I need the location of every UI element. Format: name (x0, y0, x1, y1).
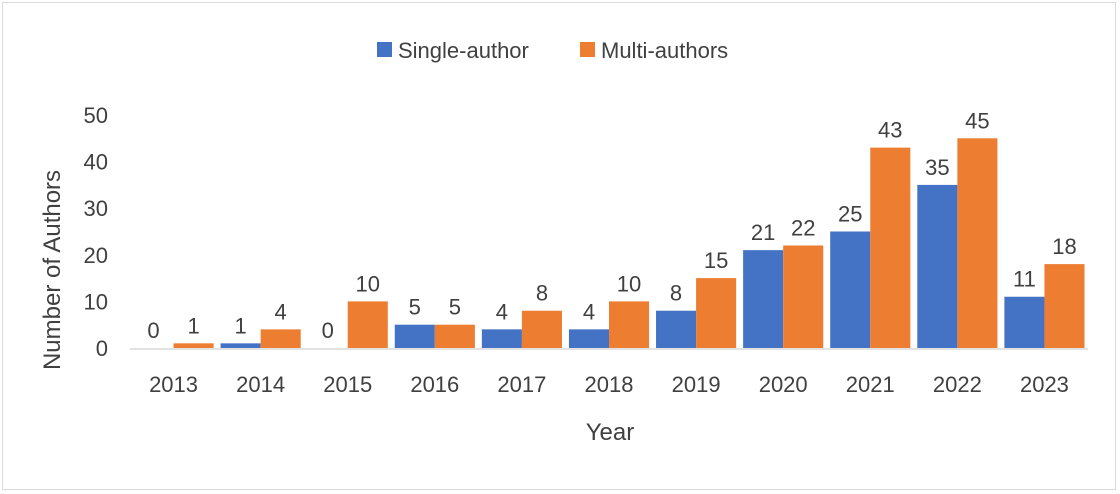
bar-multi-authors-2019 (696, 278, 737, 348)
x-tick-label: 2023 (1020, 372, 1069, 397)
y-axis-title: Number of Authors (39, 170, 66, 370)
bar-single-author-2014 (220, 343, 261, 348)
legend: Single-author Multi-authors (377, 38, 728, 63)
x-tick-label: 2014 (236, 372, 285, 397)
y-tick-label: 0 (96, 336, 108, 361)
x-tick-label: 2015 (323, 372, 372, 397)
x-tick-label: 2020 (759, 372, 808, 397)
x-tick-label: 2018 (585, 372, 634, 397)
legend-swatch-single-author (377, 42, 392, 57)
bars (173, 138, 1085, 348)
y-tick-label: 40 (84, 150, 108, 175)
data-label: 0 (147, 318, 159, 343)
bar-single-author-2021 (830, 231, 871, 348)
data-label: 4 (496, 299, 508, 324)
y-tick-label: 30 (84, 196, 108, 221)
data-label: 10 (356, 271, 380, 296)
data-label: 8 (536, 281, 548, 306)
x-tick-label: 2021 (846, 372, 895, 397)
x-tick-label: 2013 (149, 372, 198, 397)
bar-single-author-2020 (743, 250, 784, 348)
y-tick-label: 20 (84, 243, 108, 268)
data-label: 4 (275, 299, 287, 324)
x-axis-ticks: 2013 2014 2015 2016 2017 2018 2019 2020 2021 2022… (149, 372, 1069, 397)
y-tick-label: 50 (84, 103, 108, 128)
data-label: 21 (751, 220, 775, 245)
x-axis-title: Year (586, 419, 635, 446)
data-label: 1 (187, 313, 199, 338)
y-tick-label: 10 (84, 289, 108, 314)
data-label: 43 (878, 118, 902, 143)
y-axis-ticks: 0 10 20 30 40 50 (84, 103, 108, 361)
data-label: 5 (449, 295, 461, 320)
data-label: 45 (965, 108, 989, 133)
data-label: 4 (583, 299, 595, 324)
data-label: 15 (704, 248, 728, 273)
bar-multi-authors-2022 (957, 138, 998, 348)
bar-single-author-2023 (1004, 296, 1045, 348)
bar-single-author-2022 (917, 184, 958, 348)
bar-single-author-2016 (394, 324, 435, 348)
x-tick-label: 2016 (410, 372, 459, 397)
x-tick-label: 2017 (497, 372, 546, 397)
data-label: 18 (1052, 234, 1076, 259)
bar-multi-authors-2013 (173, 343, 214, 348)
legend-swatch-multi-authors (580, 42, 595, 57)
data-label: 0 (322, 318, 334, 343)
x-tick-label: 2022 (933, 372, 982, 397)
data-label: 8 (670, 281, 682, 306)
x-tick-label: 2019 (672, 372, 721, 397)
bar-single-author-2017 (481, 329, 522, 348)
bar-single-author-2019 (656, 310, 697, 348)
legend-label-multi-authors: Multi-authors (601, 38, 728, 63)
bar-multi-authors-2015 (347, 301, 388, 348)
data-label: 25 (838, 202, 862, 227)
bar-single-author-2018 (568, 329, 609, 348)
data-label: 11 (1013, 267, 1036, 292)
data-label: 35 (925, 155, 949, 180)
bar-multi-authors-2014 (260, 329, 301, 348)
bar-multi-authors-2017 (521, 310, 562, 348)
legend-label-single-author: Single-author (398, 38, 529, 63)
bar-multi-authors-2021 (870, 147, 911, 348)
data-label: 22 (791, 215, 815, 240)
bar-multi-authors-2020 (783, 245, 824, 348)
data-label: 10 (617, 271, 641, 296)
bar-multi-authors-2023 (1044, 264, 1085, 348)
bar-multi-authors-2018 (609, 301, 650, 348)
data-label: 5 (409, 295, 421, 320)
bar-multi-authors-2016 (434, 324, 475, 348)
data-label: 1 (234, 313, 246, 338)
